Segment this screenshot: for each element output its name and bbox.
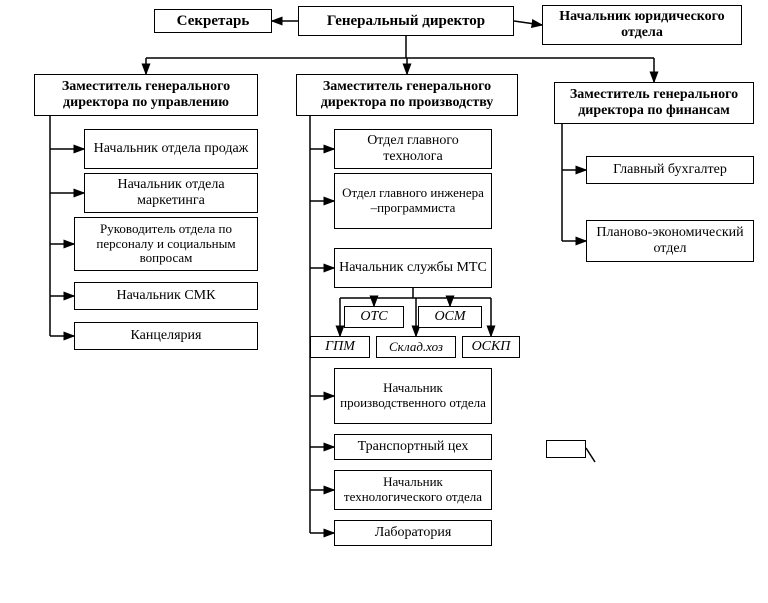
node-hr-head: Руководитель отдела по персоналу и социа… — [74, 217, 258, 271]
node-production-dept-head: Начальник производственного отдела — [334, 368, 492, 424]
label: Отдел главного инженера –программиста — [339, 186, 487, 215]
node-empty-box — [546, 440, 586, 458]
node-smk-head: Начальник СМК — [74, 282, 258, 310]
label: Заместитель генерального директора по фи… — [559, 87, 749, 118]
label: ОСМ — [434, 309, 465, 325]
node-techdept-head: Начальник технологического отдела — [334, 470, 492, 510]
label: Начальник производственного отдела — [339, 381, 487, 410]
label: Заместитель генерального директора по пр… — [301, 79, 513, 110]
node-marketing-head: Начальник отдела маркетинга — [84, 173, 258, 213]
node-chief-engineer: Отдел главного инженера –программиста — [334, 173, 492, 229]
node-deputy-production: Заместитель генерального директора по пр… — [296, 74, 518, 116]
label: Склад.хоз — [389, 340, 443, 355]
label: ОТС — [360, 309, 387, 325]
node-secretary: Секретарь — [154, 9, 272, 33]
label: ГПМ — [325, 339, 355, 355]
label: Начальник отдела продаж — [94, 141, 249, 157]
node-mts-head: Начальник службы МТС — [334, 248, 492, 288]
label: Секретарь — [177, 13, 250, 30]
label: Главный бухгалтер — [613, 162, 727, 178]
label: Начальник СМК — [117, 288, 216, 304]
node-chief-accountant: Главный бухгалтер — [586, 156, 754, 184]
label: Руководитель отдела по персоналу и социа… — [79, 222, 253, 266]
node-chief-technologist: Отдел главного технолога — [334, 129, 492, 169]
node-oskp: ОСКП — [462, 336, 520, 358]
label: Канцелярия — [131, 328, 202, 344]
label: ОСКП — [472, 339, 511, 355]
node-office: Канцелярия — [74, 322, 258, 350]
label: Начальник отдела маркетинга — [89, 177, 253, 208]
label: Отдел главного технолога — [339, 133, 487, 164]
label: Начальник юридического отдела — [547, 9, 737, 40]
node-deputy-finance: Заместитель генерального директора по фи… — [554, 82, 754, 124]
node-gpm: ГПМ — [310, 336, 370, 358]
label: Начальник службы МТС — [339, 260, 487, 276]
node-legal-head: Начальник юридического отдела — [542, 5, 742, 45]
label: Генеральный директор — [327, 13, 485, 30]
label: Лаборатория — [375, 525, 452, 541]
node-ots: ОТС — [344, 306, 404, 328]
label: Транспортный цех — [358, 439, 469, 455]
node-deputy-management: Заместитель генерального директора по уп… — [34, 74, 258, 116]
label: Планово-экономический отдел — [591, 225, 749, 256]
node-director: Генеральный директор — [298, 6, 514, 36]
node-sales-head: Начальник отдела продаж — [84, 129, 258, 169]
node-osm: ОСМ — [418, 306, 482, 328]
node-planning-dept: Планово-экономический отдел — [586, 220, 754, 262]
node-sklad: Склад.хоз — [376, 336, 456, 358]
node-transport: Транспортный цех — [334, 434, 492, 460]
label: Заместитель генерального директора по уп… — [39, 79, 253, 110]
node-laboratory: Лаборатория — [334, 520, 492, 546]
label: Начальник технологического отдела — [339, 475, 487, 504]
